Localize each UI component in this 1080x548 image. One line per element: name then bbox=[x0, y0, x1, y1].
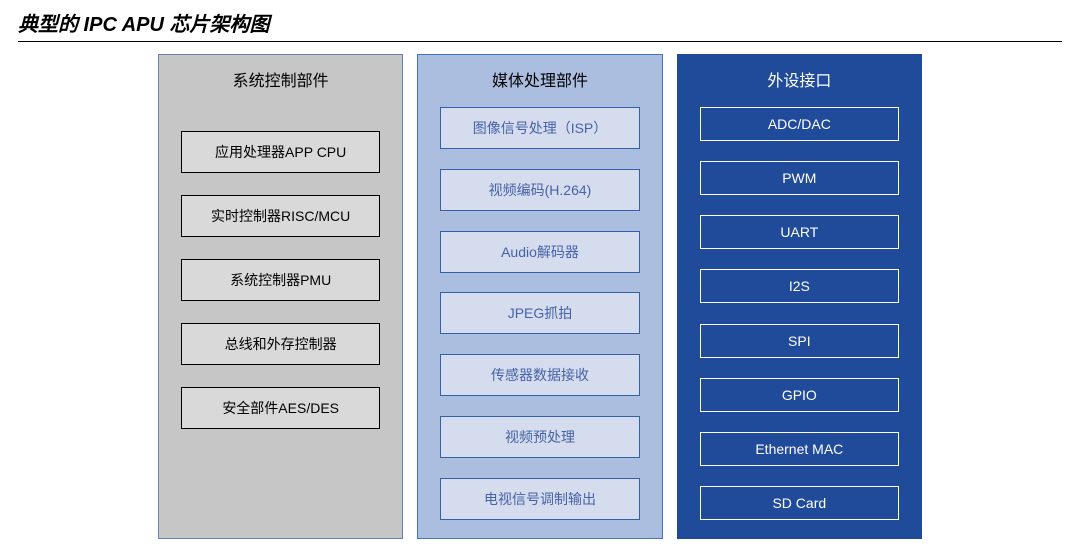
diagram-title: 典型的 IPC APU 芯片架构图 bbox=[18, 8, 1062, 42]
item-list: 图像信号处理（ISP） 视频编码(H.264) Audio解码器 JPEG抓拍 … bbox=[440, 107, 639, 526]
arch-item: 安全部件AES/DES bbox=[181, 387, 380, 429]
column-peripheral-interface: 外设接口 ADC/DAC PWM UART I2S SPI GPIO Ether… bbox=[677, 54, 922, 539]
arch-item: 传感器数据接收 bbox=[440, 354, 639, 396]
column-system-control: 系统控制部件 应用处理器APP CPU 实时控制器RISC/MCU 系统控制器P… bbox=[158, 54, 403, 539]
arch-item: Audio解码器 bbox=[440, 231, 639, 273]
arch-item: I2S bbox=[700, 269, 899, 303]
column-title: 系统控制部件 bbox=[181, 67, 380, 91]
arch-item: PWM bbox=[700, 161, 899, 195]
arch-item: 电视信号调制输出 bbox=[440, 478, 639, 520]
arch-item: SPI bbox=[700, 324, 899, 358]
arch-item: 总线和外存控制器 bbox=[181, 323, 380, 365]
arch-item: UART bbox=[700, 215, 899, 249]
item-list: ADC/DAC PWM UART I2S SPI GPIO Ethernet M… bbox=[700, 107, 899, 526]
arch-item: 系统控制器PMU bbox=[181, 259, 380, 301]
item-list: 应用处理器APP CPU 实时控制器RISC/MCU 系统控制器PMU 总线和外… bbox=[181, 107, 380, 526]
column-media-processing: 媒体处理部件 图像信号处理（ISP） 视频编码(H.264) Audio解码器 … bbox=[417, 54, 662, 539]
columns-container: 系统控制部件 应用处理器APP CPU 实时控制器RISC/MCU 系统控制器P… bbox=[18, 54, 1062, 539]
arch-item: SD Card bbox=[700, 486, 899, 520]
arch-item: 视频预处理 bbox=[440, 416, 639, 458]
arch-item: JPEG抓拍 bbox=[440, 292, 639, 334]
arch-item: 图像信号处理（ISP） bbox=[440, 107, 639, 149]
column-title: 外设接口 bbox=[700, 67, 899, 91]
arch-item: GPIO bbox=[700, 378, 899, 412]
column-title: 媒体处理部件 bbox=[440, 67, 639, 91]
arch-item: 实时控制器RISC/MCU bbox=[181, 195, 380, 237]
arch-item: 应用处理器APP CPU bbox=[181, 131, 380, 173]
arch-item: Ethernet MAC bbox=[700, 432, 899, 466]
arch-item: 视频编码(H.264) bbox=[440, 169, 639, 211]
arch-item: ADC/DAC bbox=[700, 107, 899, 141]
